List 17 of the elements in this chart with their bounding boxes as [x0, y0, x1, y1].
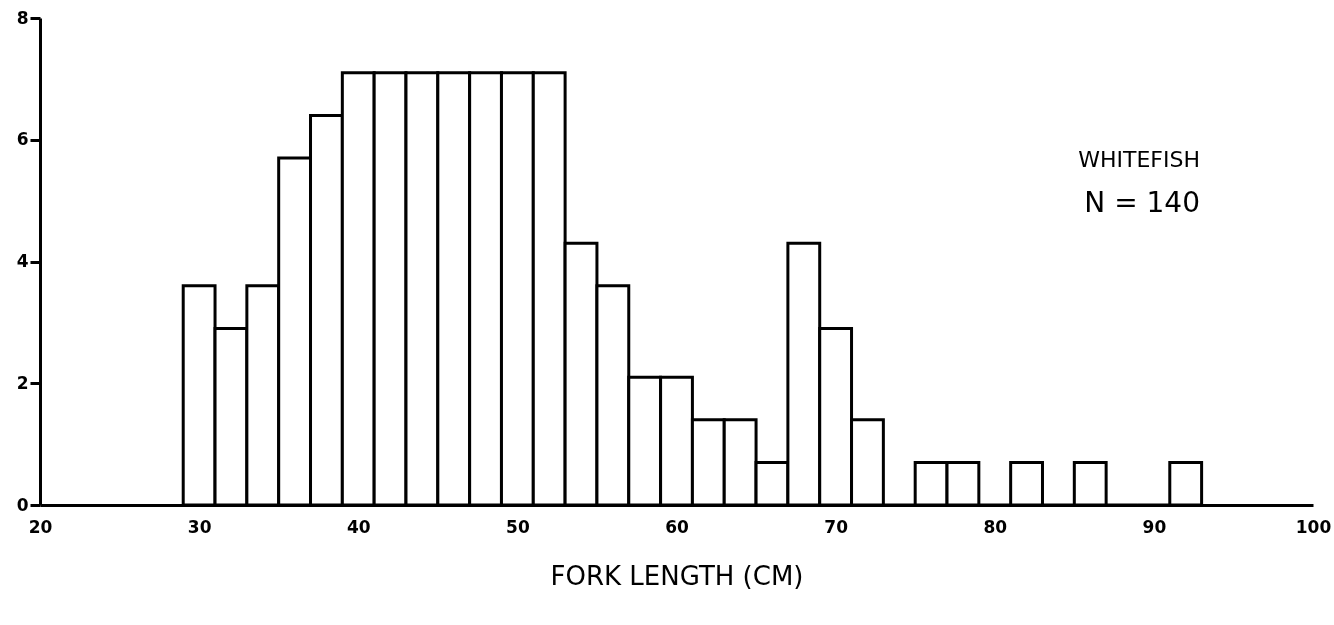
x-tick-label: 100: [1295, 516, 1332, 537]
x-axis-title: FORK LENGTH (CM): [550, 560, 804, 591]
x-tick-label: 40: [346, 516, 371, 537]
annotation: N = 140: [1084, 186, 1200, 219]
x-tick-label: 60: [665, 516, 689, 537]
y-tick-label: 0: [16, 494, 29, 515]
x-tick-label: 50: [506, 516, 530, 537]
annotation: WHITEFISH: [1078, 147, 1200, 172]
y-tick-label: 6: [16, 129, 29, 150]
x-tick-label: 20: [28, 516, 53, 537]
y-tick-label: 2: [16, 372, 29, 393]
x-tick-label: 30: [187, 516, 212, 537]
x-tick-label: 70: [824, 516, 849, 537]
x-tick-label: 80: [983, 516, 1008, 537]
y-tick-label: 8: [16, 7, 29, 28]
y-tick-label: 4: [16, 251, 29, 271]
x-tick-label: 90: [1142, 516, 1167, 537]
